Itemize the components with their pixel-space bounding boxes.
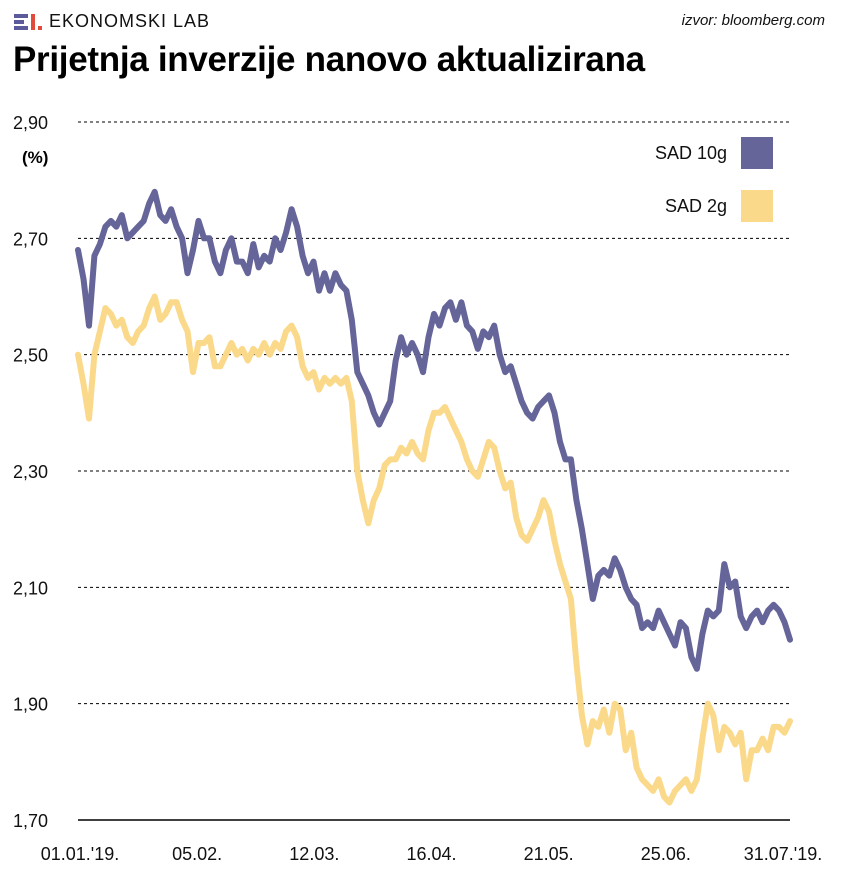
y-tick-label: 2,70	[13, 229, 48, 249]
y-tick-label: 1,90	[13, 695, 48, 715]
ekonomski-lab-logo-icon	[14, 13, 42, 30]
y-tick-label: 2,90	[13, 113, 48, 133]
series-line-10y	[75, 188, 793, 672]
legend-label-10y: SAD 10g	[654, 142, 727, 163]
brand: EKONOMSKI LAB	[14, 11, 210, 32]
legend-swatch-2y	[741, 190, 773, 222]
x-tick-label: 12.03.	[289, 844, 339, 864]
y-tick-label: 2,30	[13, 462, 48, 482]
x-tick-label: 31.07.'19.	[744, 844, 823, 864]
legend-item-10y: SAD 10g	[655, 137, 773, 169]
x-tick-label: 05.02.	[172, 844, 222, 864]
series-line-2y	[75, 293, 793, 806]
y-axis-unit: (%)	[22, 148, 49, 167]
legend-item-2y: SAD 2g	[665, 190, 773, 222]
brand-name: EKONOMSKI LAB	[49, 11, 211, 31]
x-tick-label: 01.01.'19.	[41, 844, 120, 864]
x-tick-label: 16.04.	[406, 844, 456, 864]
y-tick-label: 1,70	[13, 811, 48, 831]
legend-label-2y: SAD 2g	[664, 195, 727, 216]
y-tick-label: 2,50	[13, 346, 48, 366]
legend-swatch-10y	[741, 137, 773, 169]
x-tick-label: 25.06.	[641, 844, 691, 864]
x-tick-label: 21.05.	[524, 844, 574, 864]
source-note: izvor: bloomberg.com	[681, 12, 825, 29]
chart-title: Prijetnja inverzije nanovo aktualizirana	[13, 40, 645, 79]
y-tick-label: 2,10	[13, 578, 48, 598]
